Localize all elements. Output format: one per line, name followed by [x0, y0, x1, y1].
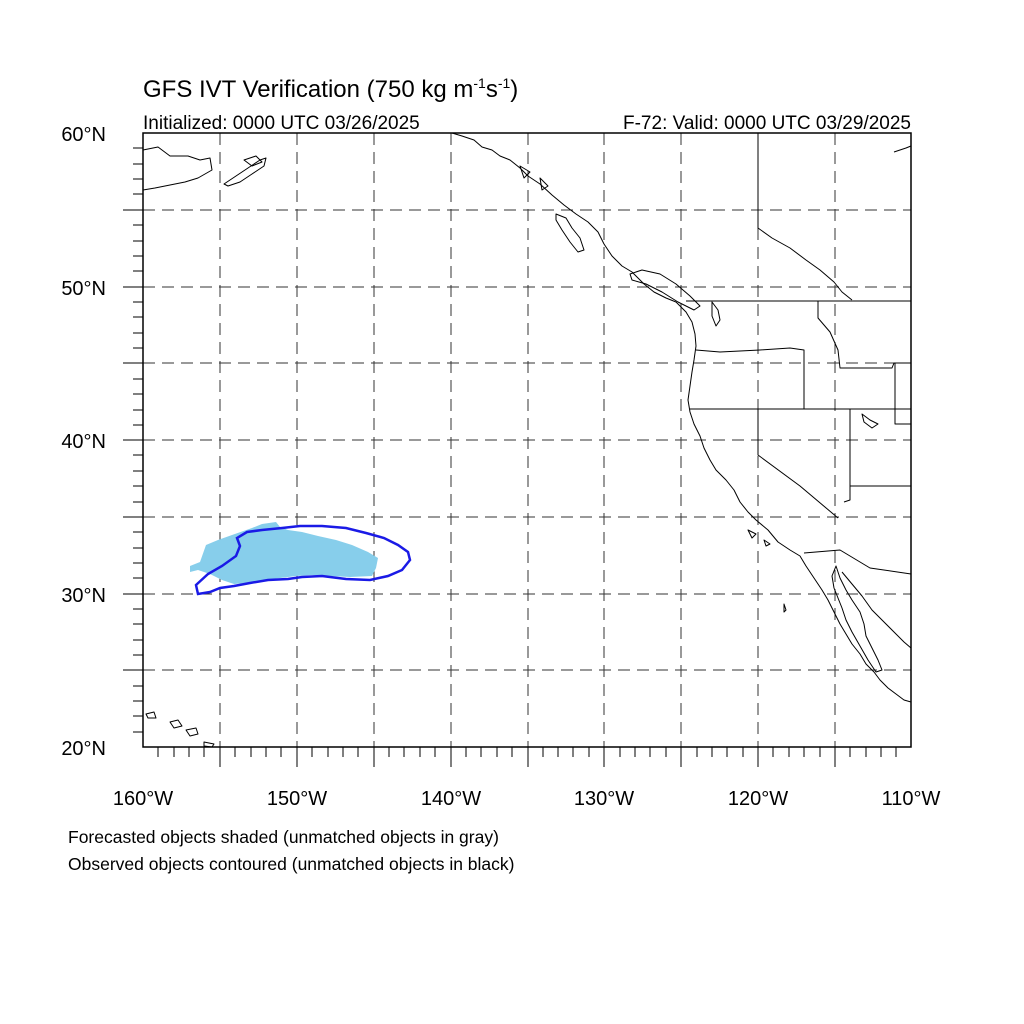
lat-label: 50°N — [61, 278, 106, 300]
longitude-labels: 160°W 150°W 140°W 130°W 120°W 110°W — [113, 788, 941, 810]
map-frame — [142, 132, 912, 748]
graticule — [143, 133, 911, 747]
lon-label: 150°W — [267, 788, 327, 810]
lon-label: 110°W — [882, 788, 941, 810]
latitude-labels: 60°N 50°N 40°N 30°N 20°N — [61, 124, 106, 760]
initialized-time: Initialized: 0000 UTC 03/26/2025 — [143, 113, 420, 134]
legend-forecast-note: Forecasted objects shaded (unmatched obj… — [68, 827, 499, 847]
valid-time: F-72: Valid: 0000 UTC 03/29/2025 — [623, 113, 911, 134]
lat-label: 40°N — [61, 431, 106, 453]
observed-contour — [194, 524, 412, 596]
axis-ticks — [123, 147, 897, 767]
coastlines — [142, 132, 912, 748]
figure-title: GFS IVT Verification (750 kg m-1s-1) — [143, 75, 518, 103]
lon-label: 160°W — [113, 788, 173, 810]
lon-label: 130°W — [574, 788, 634, 810]
lat-label: 60°N — [61, 124, 106, 146]
legend-observed-note: Observed objects contoured (unmatched ob… — [68, 854, 515, 874]
lat-label: 20°N — [61, 738, 106, 760]
map-plot-area — [123, 132, 912, 767]
lon-label: 140°W — [421, 788, 481, 810]
lon-label: 120°W — [728, 788, 788, 810]
lat-label: 30°N — [61, 585, 106, 607]
